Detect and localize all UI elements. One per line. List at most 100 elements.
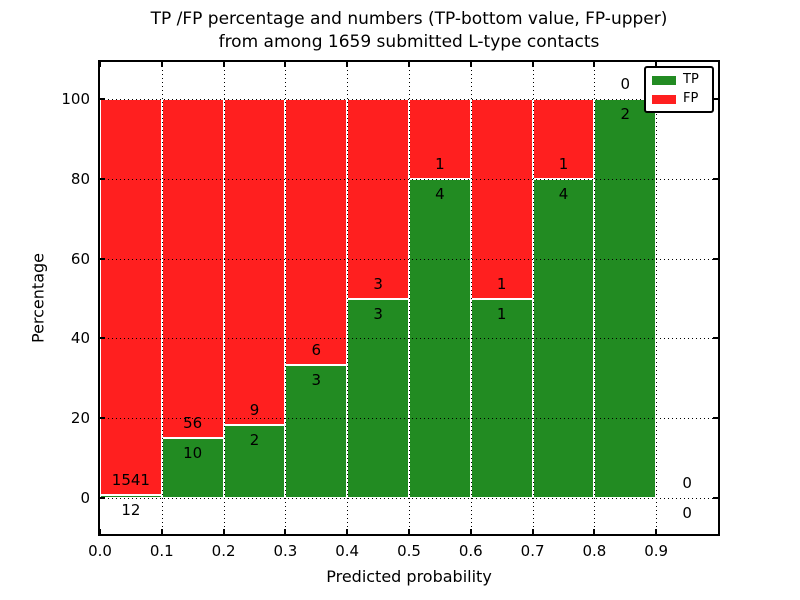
bar-tp-count-label: 2 [249, 431, 260, 450]
bar-tp-segment [470, 298, 533, 498]
vertical-gridline [594, 62, 595, 534]
y-tickmark [713, 417, 718, 419]
vertical-gridline [224, 62, 225, 534]
bar-tp-segment [161, 437, 224, 498]
x-tick-label: 0.9 [644, 542, 669, 560]
x-tickmark [223, 529, 225, 534]
bar-fp-count-label: 3 [373, 274, 383, 293]
vertical-gridline [471, 62, 472, 534]
bar-tp-count-label: 4 [558, 184, 569, 203]
bar-fp-segment [347, 99, 409, 299]
bar-fp-segment [532, 99, 595, 179]
bar-tp-count-label: 0 [682, 504, 692, 522]
x-tick-label: 0.7 [520, 542, 545, 560]
y-tickmark [100, 497, 105, 499]
vertical-gridline [162, 62, 163, 534]
bar-fp-count-label: 0 [682, 474, 692, 492]
x-tickmark [532, 62, 534, 67]
y-tick-label: 40 [70, 329, 90, 348]
y-tickmark [713, 98, 718, 100]
bar-tp-count-label: 1 [496, 304, 507, 323]
y-axis-label: Percentage [28, 252, 48, 344]
y-tick-label: 20 [70, 409, 90, 428]
x-tick-label: 0.2 [211, 542, 236, 560]
y-tick-label: 100 [61, 90, 90, 108]
bar-fp-segment [470, 99, 533, 299]
x-tick-label: 0.3 [273, 542, 298, 560]
y-tickmark [100, 258, 105, 260]
x-tickmark [408, 529, 410, 534]
x-tickmark [593, 62, 595, 67]
y-tick-label: 60 [70, 249, 90, 268]
x-tick-label: 0.4 [335, 542, 360, 560]
x-tickmark [346, 62, 348, 67]
bar-fp-count-label: 1 [435, 154, 445, 173]
bar-fp-count-label: 0 [620, 75, 631, 93]
x-tickmark [284, 529, 286, 534]
chart-title: TP /FP percentage and numbers (TP-bottom… [98, 8, 720, 54]
x-tickmark [284, 62, 286, 67]
bar-tp-count-label: 10 [183, 443, 203, 462]
x-axis-label: Predicted probability [326, 567, 492, 586]
legend-label-tp: TP [683, 72, 699, 87]
tp-color-swatch [652, 75, 676, 85]
bar-tp-segment [347, 298, 409, 498]
y-tickmark [100, 98, 105, 100]
x-tickmark [161, 529, 163, 534]
bar-fp-segment [161, 99, 224, 438]
vertical-gridline [409, 62, 410, 534]
x-tickmark [470, 529, 472, 534]
x-tick-label: 0.6 [458, 542, 483, 560]
x-tickmark [470, 62, 472, 67]
y-tickmark [713, 337, 718, 339]
y-tickmark [713, 178, 718, 180]
x-tickmark [655, 62, 657, 67]
bar-fp-count-label: 1 [496, 274, 507, 293]
chart-title-line-1: TP /FP percentage and numbers (TP-bottom… [150, 9, 668, 29]
bar-tp-count-label: 4 [435, 184, 445, 203]
chart-title-line-2: from among 1659 submitted L-type contact… [218, 32, 600, 52]
legend-label-fp: FP [683, 91, 699, 106]
x-tickmark [408, 62, 410, 67]
bar-tp-segment [100, 494, 162, 498]
y-tickmark [100, 417, 105, 419]
x-tickmark [655, 529, 657, 534]
bar-tp-segment [594, 99, 657, 498]
legend-item-tp: TP [652, 73, 706, 87]
bar-fp-count-label: 1 [558, 154, 569, 173]
bar-tp-count-label: 3 [311, 371, 322, 389]
legend-item-fp: FP [652, 92, 706, 106]
y-tickmark [100, 178, 105, 180]
fp-color-swatch [652, 94, 676, 104]
y-tickmark [713, 258, 718, 260]
legend: TP FP [644, 66, 714, 113]
bar-fp-segment [285, 99, 348, 365]
bar-fp-segment [223, 99, 286, 426]
x-tick-label: 0.8 [582, 542, 607, 560]
bar-fp-count-label: 9 [249, 401, 260, 420]
x-tick-label: 0.5 [397, 542, 421, 560]
bar-tp-segment [285, 365, 348, 498]
vertical-gridline [533, 62, 534, 534]
x-tickmark [532, 529, 534, 534]
y-tickmark [713, 497, 718, 499]
bar-tp-count-label: 2 [620, 105, 631, 123]
x-tick-label: 0.0 [88, 542, 112, 560]
y-tickmark [100, 337, 105, 339]
x-tickmark [99, 529, 101, 534]
x-tickmark [346, 529, 348, 534]
bar-fp-segment [100, 99, 162, 495]
y-tick-label: 80 [70, 169, 90, 188]
bar-fp-count-label: 1541 [111, 470, 150, 489]
vertical-gridline [285, 62, 286, 534]
x-tickmark [161, 62, 163, 67]
bar-fp-count-label: 56 [183, 413, 203, 432]
x-tickmark [593, 529, 595, 534]
vertical-gridline [347, 62, 348, 534]
x-tickmark [99, 62, 101, 67]
bar-fp-segment [409, 99, 471, 179]
y-tick-label: 0 [80, 489, 90, 507]
plot-area: TP FP 1541 12 56 10 9 2 6 3 3 3 1 4 1 1 1 4 0 2 0 0 [98, 60, 720, 536]
x-tick-label: 0.1 [149, 542, 174, 560]
